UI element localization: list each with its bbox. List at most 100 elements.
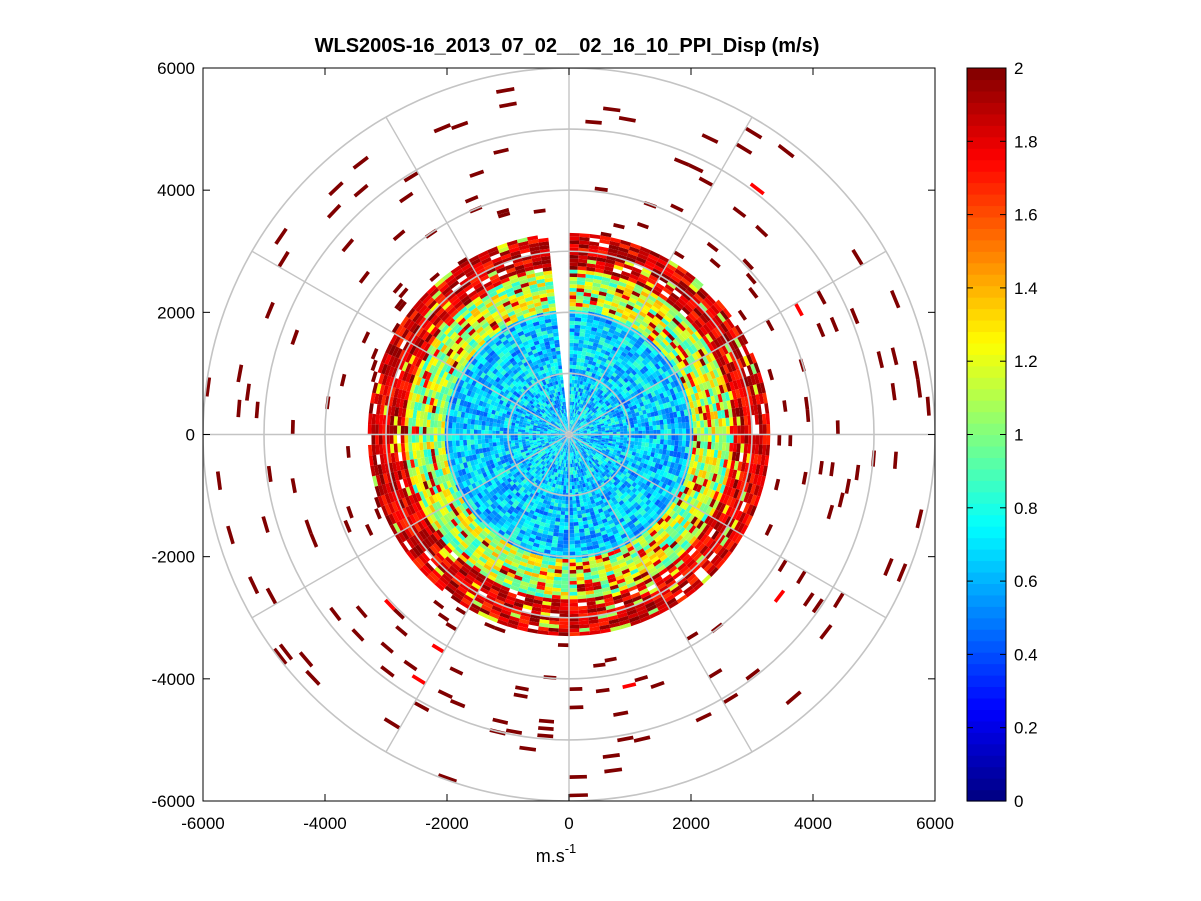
velocity-cell — [486, 451, 492, 457]
velocity-cell — [569, 441, 571, 446]
velocity-cell — [495, 457, 501, 463]
velocity-cell — [629, 420, 635, 425]
velocity-cell — [598, 405, 604, 410]
velocity-cell — [495, 498, 502, 505]
velocity-cell — [505, 502, 512, 509]
velocity-cell — [497, 484, 504, 490]
velocity-cell — [524, 458, 530, 463]
velocity-cell — [524, 519, 531, 525]
velocity-cell — [673, 417, 679, 424]
velocity-cell — [632, 459, 638, 465]
velocity-cell — [601, 462, 606, 467]
velocity-cell — [475, 448, 480, 455]
velocity-cell — [641, 503, 648, 510]
velocity-cell — [585, 425, 590, 428]
velocity-cell — [607, 442, 612, 446]
velocity-cell — [637, 457, 643, 463]
velocity-cell — [644, 468, 650, 475]
velocity-cell — [485, 447, 491, 452]
velocity-cell — [533, 511, 539, 517]
velocity-cell — [613, 532, 621, 539]
velocity-cell — [504, 366, 511, 373]
velocity-cell — [585, 448, 589, 452]
velocity-cell — [512, 473, 518, 479]
velocity-cell — [576, 288, 585, 293]
velocity-cell — [591, 518, 598, 523]
velocity-cell — [668, 395, 674, 402]
velocity-cell — [473, 392, 479, 399]
velocity-cell — [578, 477, 582, 482]
velocity-cell — [595, 419, 600, 423]
velocity-cell — [671, 468, 677, 476]
velocity-cell — [578, 480, 583, 485]
velocity-cell — [614, 446, 619, 451]
velocity-cell — [492, 426, 497, 431]
velocity-cell — [495, 430, 500, 435]
velocity-cell — [572, 394, 576, 399]
velocity-cell — [521, 427, 526, 430]
velocity-cell — [519, 382, 525, 388]
velocity-cell — [588, 449, 593, 453]
velocity-cell — [466, 401, 472, 408]
velocity-cell — [629, 444, 635, 449]
velocity-cell — [537, 414, 542, 418]
velocity-cell — [539, 366, 545, 371]
velocity-cell — [638, 426, 643, 431]
velocity-cell — [525, 471, 531, 476]
velocity-cell — [602, 454, 607, 459]
velocity-cell — [616, 405, 622, 410]
velocity-cell — [591, 421, 596, 425]
velocity-cell — [636, 364, 643, 371]
velocity-cell — [677, 416, 682, 423]
velocity-cell — [572, 463, 575, 468]
velocity-cell — [644, 356, 651, 364]
velocity-cell — [536, 359, 542, 365]
velocity-cell — [610, 448, 615, 452]
velocity-cell — [517, 452, 523, 457]
velocity-cell — [593, 460, 598, 465]
velocity-cell — [579, 435, 584, 436]
velocity-cell — [623, 377, 629, 383]
velocity-cell — [576, 503, 581, 508]
velocity-cell — [485, 403, 491, 409]
velocity-cell — [575, 430, 580, 433]
velocity-cell — [622, 497, 628, 503]
velocity-cell — [587, 465, 591, 470]
velocity-cell — [583, 445, 587, 449]
velocity-cell — [608, 534, 616, 541]
velocity-cell — [530, 484, 536, 490]
velocity-cell — [537, 362, 543, 368]
velocity-cell — [569, 588, 578, 593]
velocity-cell — [627, 532, 635, 540]
velocity-cell — [577, 510, 582, 515]
velocity-cell — [558, 406, 562, 411]
velocity-cell — [518, 423, 523, 427]
velocity-cell — [579, 532, 585, 537]
velocity-cell — [622, 357, 629, 364]
velocity-cell — [596, 347, 602, 353]
velocity-cell — [667, 423, 672, 430]
velocity-cell — [590, 364, 596, 370]
velocity-cell — [707, 441, 712, 450]
velocity-cell — [537, 547, 545, 553]
velocity-cell — [645, 434, 650, 439]
velocity-cell — [598, 394, 604, 400]
velocity-cell — [529, 424, 534, 427]
velocity-cell — [538, 338, 545, 344]
velocity-cell — [588, 526, 595, 532]
velocity-cell — [476, 492, 484, 500]
velocity-cell — [672, 451, 678, 458]
velocity-cell — [564, 459, 567, 464]
velocity-cell — [571, 436, 575, 440]
velocity-cell — [472, 476, 478, 483]
velocity-cell — [622, 366, 628, 372]
velocity-cell — [613, 481, 619, 487]
velocity-cell — [569, 339, 574, 343]
velocity-cell — [631, 387, 637, 393]
velocity-cell — [580, 443, 584, 446]
velocity-cell — [474, 439, 478, 445]
velocity-cell — [553, 452, 557, 456]
velocity-cell — [464, 450, 469, 457]
velocity-cell — [503, 383, 510, 390]
velocity-cell — [634, 434, 639, 439]
